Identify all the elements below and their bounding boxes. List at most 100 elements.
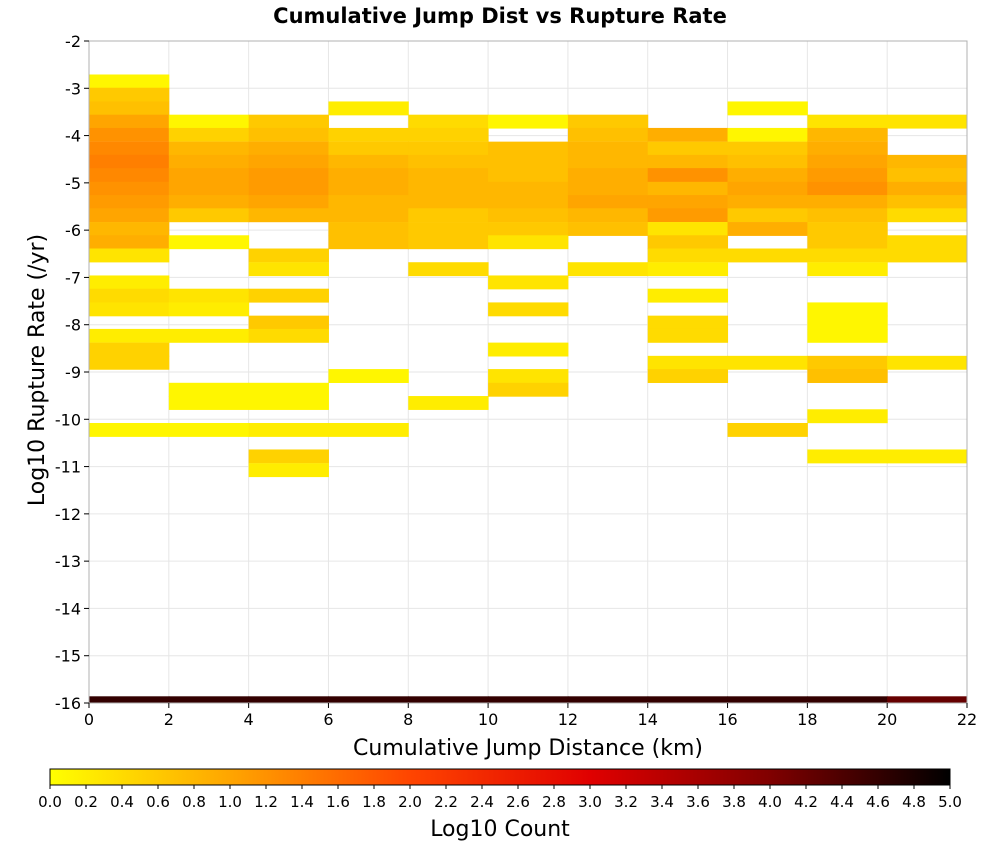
y-tick-label: -2 [65,32,81,51]
heatmap-cell [248,141,329,156]
heatmap-cell [248,315,329,330]
y-tick-label: -6 [65,221,81,240]
heatmap-cell [328,696,409,704]
heatmap-cell [168,154,250,169]
heatmap-cell [168,422,250,437]
colorbar-tick-label: 0.0 [38,793,62,811]
heatmap-cell [807,409,888,424]
heatmap-cell [727,101,808,116]
heatmap-cell [408,127,489,142]
heatmap-cell [807,154,888,169]
heatmap-cell [328,222,409,236]
colorbar-tick-label: 1.0 [218,793,242,811]
heatmap-cell [408,114,489,129]
heatmap-cell [807,168,888,183]
heatmap-cell [807,328,888,343]
heatmap-cell [567,127,649,142]
heatmap-cell [647,208,729,223]
heatmap-cell [328,369,409,383]
heatmap-cell [807,141,888,156]
y-tick-label: -13 [55,552,81,571]
heatmap-cell [168,235,250,250]
heatmap-cell [807,222,888,236]
heatmap-cell [328,154,409,169]
y-axis-ticks: -2 -3 -4 -5 -6 -7 -8 -9 -10 -11 -12 -13 -14 -15 -16 [55,32,89,713]
colorbar-tick-label: 4.6 [866,793,890,811]
heatmap-cell [408,195,489,209]
heatmap-cell [248,208,329,223]
heatmap-cell [89,208,170,223]
heatmap-cell [488,208,569,223]
heatmap-cell [887,154,968,169]
heatmap-cell [567,168,649,183]
colorbar-tick-label: 1.4 [290,793,314,811]
heatmap-cell [89,355,170,370]
heatmap-cell [727,141,808,156]
heatmap-cell [887,114,968,129]
heatmap-cell [248,449,329,464]
colorbar-tick-label: 5.0 [938,793,962,811]
colorbar-tick-label: 3.8 [722,793,746,811]
heatmap-cell [887,355,968,370]
heatmap-cell [168,114,250,129]
x-axis-label: Cumulative Jump Distance (km) [353,736,703,761]
x-tick-label: 22 [957,710,977,729]
heatmap-cell [807,114,888,129]
heatmap-cell [248,422,329,437]
colorbar-label: Log10 Count [430,817,570,842]
heatmap-cell [647,235,729,250]
heatmap-cell [89,248,170,263]
heatmap-cell [647,195,729,209]
heatmap-cell [807,696,888,704]
heatmap-cell [647,127,729,142]
colorbar-tick-label: 3.2 [614,793,638,811]
heatmap-cell [567,154,649,169]
x-tick-label: 12 [558,710,578,729]
x-tick-label: 2 [164,710,174,729]
y-axis-label: Log10 Rupture Rate (/yr) [25,234,50,506]
heatmap-cell [488,222,569,236]
y-tick-label: -15 [55,647,81,666]
heatmap-cell [328,195,409,209]
heatmap-cell [89,87,170,102]
heatmap-cell [328,208,409,223]
colorbar-tick-label: 0.4 [110,793,134,811]
heatmap-cell [328,101,409,116]
colorbar-tick-label: 3.4 [650,793,674,811]
heatmap-cell [807,262,888,277]
heatmap-cell [567,114,649,129]
heatmap-cell [408,396,489,410]
heatmap-cell [168,181,250,196]
heatmap-cell [488,342,569,357]
heatmap-cell [89,181,170,196]
heatmap-cell [408,696,489,704]
heatmap-cell [488,168,569,183]
heatmap-cell [408,154,489,169]
colorbar-tick-label: 1.2 [254,793,278,811]
heatmap-cell [567,208,649,223]
heatmap-cell [168,168,250,183]
heatmap-cell [89,342,170,357]
heatmap-cell [89,114,170,129]
y-tick-label: -3 [65,79,81,98]
y-tick-label: -16 [55,694,81,713]
heatmap-cell [89,422,170,437]
heatmap-cell [887,181,968,196]
heatmap-cell [727,355,808,370]
heatmap-cell [248,328,329,343]
heatmap-cell [807,195,888,209]
heatmap-cell [89,235,170,250]
colorbar-tick-label: 4.2 [794,793,818,811]
heatmap-cell [248,262,329,277]
heatmap-cell [408,222,489,236]
heatmap-cell [168,127,250,142]
heatmap-cell [248,127,329,142]
heatmap-cell [168,302,250,317]
heatmap-cell [328,181,409,196]
heatmap-cell [807,449,888,464]
heatmap-cell [647,328,729,343]
heatmap-cell [89,74,170,89]
colorbar-tick-label: 1.8 [362,793,386,811]
heatmap-cell [488,235,569,250]
